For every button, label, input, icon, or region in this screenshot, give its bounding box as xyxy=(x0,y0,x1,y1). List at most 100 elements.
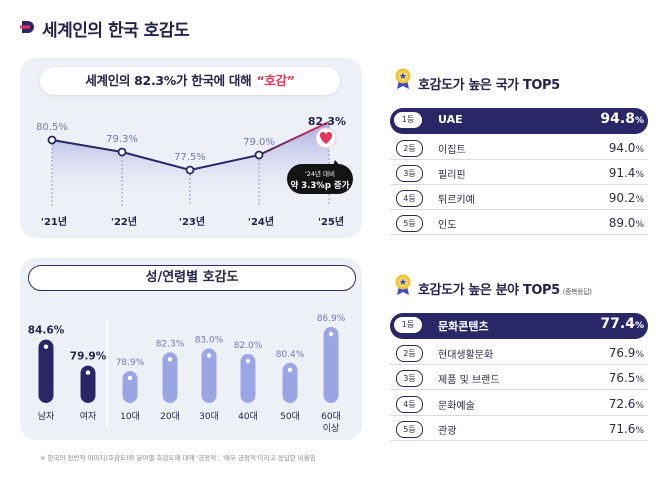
rank-number: 89.0 xyxy=(608,216,636,230)
rank-value: 72.6% xyxy=(609,397,644,411)
rank-name: 필리핀 xyxy=(438,170,466,181)
bar-category-label: 10대 xyxy=(120,411,140,422)
rank-name: 튀르키예 xyxy=(438,195,475,206)
rank-unit: % xyxy=(635,426,644,436)
rank-badge: 2등 xyxy=(396,345,423,362)
bar-category-label: 여자 xyxy=(80,410,97,422)
sector-row: 3등 제품 및 브랜드 76.5% xyxy=(390,368,648,390)
rank-number: 76.5 xyxy=(608,371,636,385)
bar xyxy=(201,348,217,403)
bar-dot xyxy=(328,331,334,337)
rank-number: 91.4 xyxy=(608,166,636,180)
bar-dot xyxy=(127,375,133,381)
country-row: 5등 인도 89.0% xyxy=(390,213,648,235)
rank-unit: % xyxy=(634,116,644,126)
rank-number: 94.0 xyxy=(608,141,636,155)
rank-name: UAE xyxy=(438,113,463,126)
callout-line2: 약 3.3%p 증가 xyxy=(290,180,349,191)
line-point xyxy=(185,165,195,175)
rank-badge: 1등 xyxy=(394,317,422,333)
rank-value: 91.4% xyxy=(609,166,644,180)
rank-unit: % xyxy=(635,145,644,155)
rank-badge: 4등 xyxy=(396,396,423,413)
bar-dot xyxy=(287,367,293,373)
bar-category-label: 50대 xyxy=(280,411,300,422)
sector-row: 2등 현대생활문화 76.9% xyxy=(390,343,648,365)
rank-number: 77.4 xyxy=(600,316,635,332)
medal-icon xyxy=(395,68,411,89)
line-point xyxy=(47,135,57,145)
rank-name: 문화콘텐츠 xyxy=(438,320,489,333)
rank-number: 76.9 xyxy=(608,346,636,360)
x-tick-label: '23년 xyxy=(179,215,205,228)
x-tick-label: '22년 xyxy=(111,215,137,228)
x-tick-label: '21년 xyxy=(41,215,67,228)
bar-value-label: 78.9% xyxy=(116,358,145,368)
bar xyxy=(162,352,178,403)
rank-badge: 1등 xyxy=(394,112,422,128)
bar-value-label: 86.9% xyxy=(317,314,346,324)
rank-badge: 4등 xyxy=(396,190,423,207)
rank-badge: 5등 xyxy=(396,421,423,438)
country-row: 3등 필리핀 91.4% xyxy=(390,163,648,185)
rank-name: 제품 및 브랜드 xyxy=(438,375,500,386)
country-ranking-title: 호감도가 높은 국가 TOP5 xyxy=(418,78,560,93)
rank-name: 인도 xyxy=(438,220,457,231)
line-area xyxy=(52,122,329,206)
page-title: 세계인의 한국 호감도 xyxy=(42,21,190,41)
rank-unit: % xyxy=(635,401,644,411)
bar-category-label: 이상 xyxy=(323,423,340,434)
line-value-label: 77.5% xyxy=(174,152,206,163)
line-value-label: 80.5% xyxy=(36,122,68,133)
bar-dot xyxy=(85,370,91,375)
increase-callout: '24년 대비 약 3.3%p 증가 xyxy=(287,160,353,194)
rank-value: 89.0% xyxy=(609,216,644,230)
bar-category-label: 40대 xyxy=(238,411,258,422)
line-value-label: 82.3% xyxy=(308,115,346,128)
bar xyxy=(80,365,96,403)
bar xyxy=(323,327,339,403)
sector-row: 1등 문화콘텐츠 77.4% xyxy=(390,313,648,339)
demographic-headline-text: 성/연령별 호감도 xyxy=(145,270,239,285)
rank-number: 90.2 xyxy=(608,191,636,205)
rank-value: 94.0% xyxy=(609,141,644,155)
line-point xyxy=(254,150,264,160)
rank-unit: % xyxy=(635,195,644,205)
d-logo-icon xyxy=(20,21,34,33)
rank-unit: % xyxy=(635,170,644,180)
rank-value: 76.9% xyxy=(609,346,644,360)
rank-value: 71.6% xyxy=(609,422,644,436)
rank-name: 현대생활문화 xyxy=(438,350,494,361)
x-tick-label: '24년 xyxy=(248,215,274,228)
bar-category-label: 남자 xyxy=(38,411,55,422)
line-value-label: 79.0% xyxy=(243,137,275,148)
yearly-headline: 세계인의 82.3%가 한국에 대해 “호감” xyxy=(40,67,340,95)
sector-row: 5등 관광 71.6% xyxy=(390,419,648,441)
country-row: 2등 이집트 94.0% xyxy=(390,138,648,160)
heart-icon xyxy=(315,127,337,149)
bar-category-label: 20대 xyxy=(160,411,180,422)
bar-dot xyxy=(206,353,212,358)
bar-category-label: 60대 xyxy=(321,411,341,422)
x-tick-label: '25년 xyxy=(318,215,344,228)
rank-badge: 3등 xyxy=(396,370,423,387)
bar-dot xyxy=(43,344,49,349)
yearly-headline-main: 세계인의 82.3%가 한국에 대해 xyxy=(85,73,252,88)
bar-value-label: 82.0% xyxy=(234,341,263,351)
country-row: 4등 튀르키예 90.2% xyxy=(390,188,648,210)
rank-unit: % xyxy=(635,350,644,360)
rank-unit: % xyxy=(635,375,644,385)
country-row: 1등 UAE 94.8% xyxy=(390,108,648,134)
bar-value-label: 84.6% xyxy=(28,325,65,337)
bar xyxy=(122,371,138,403)
rank-name: 이집트 xyxy=(438,145,466,156)
bar xyxy=(38,339,54,403)
sector-ranking-note: (중복응답) xyxy=(562,288,592,296)
demographic-headline: 성/연령별 호감도 xyxy=(28,265,356,291)
bar-value-label: 79.9% xyxy=(70,351,107,363)
sector-ranking-title-text: 호감도가 높은 분야 TOP5 xyxy=(418,283,560,298)
rank-name: 문화예술 xyxy=(438,401,475,412)
rank-badge: 3등 xyxy=(396,165,423,182)
bar-value-label: 83.0% xyxy=(195,335,224,345)
